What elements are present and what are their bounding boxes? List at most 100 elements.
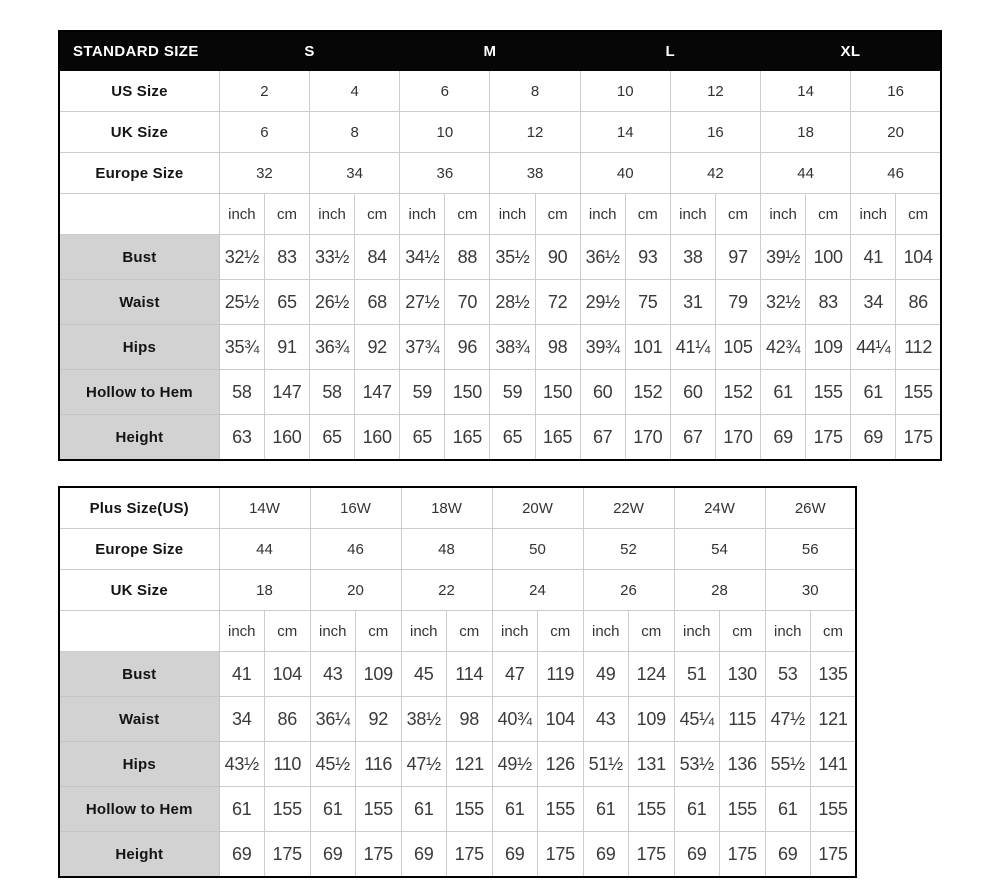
measure-row: Height 69 175 69 175 69 175 69 175 69 175 69 175 69 17… (58, 831, 857, 878)
size-value-cell: 24 (491, 569, 584, 611)
measure-value-cell: 70 (444, 279, 491, 325)
measure-value-cell: 100 (805, 234, 852, 280)
measure-row: Bust 41 104 43 109 45 114 47 119 49 124 51 130 53 135 (58, 651, 857, 697)
measure-value-cell: 69 (218, 831, 265, 878)
size-value-cell: 14 (579, 111, 671, 153)
measure-value-cell: 61 (760, 369, 807, 415)
size-value-cell: 18 (218, 569, 311, 611)
unit-cell: inch (309, 193, 356, 235)
size-row: UK Size 18 20 22 24 26 28 30 (58, 569, 857, 611)
measure-value-cell: 36¾ (309, 324, 356, 370)
measure-value-cell: 155 (805, 369, 852, 415)
measure-value-cell: 67 (669, 414, 716, 461)
measure-value-cell: 114 (446, 651, 493, 697)
measure-value-cell: 49½ (491, 741, 538, 787)
measure-value-cell: 59 (489, 369, 536, 415)
measure-value-cell: 38½ (400, 696, 447, 742)
size-value-cell: 20 (309, 569, 402, 611)
unit-row: inch cm inch cm inch cm inch cm inch cm inch cm inch… (58, 610, 857, 652)
measure-value-cell: 93 (624, 234, 671, 280)
measure-value-cell: 155 (264, 786, 311, 832)
measure-value-cell: 130 (719, 651, 766, 697)
measure-value-cell: 83 (263, 234, 311, 280)
measure-value-cell: 38 (669, 234, 716, 280)
unit-cell: cm (264, 610, 311, 652)
measure-value-cell: 136 (719, 741, 766, 787)
size-value-cell: 18 (760, 111, 852, 153)
measure-value-cell: 34½ (399, 234, 446, 280)
measure-value-cell: 147 (263, 369, 311, 415)
measure-value-cell: 119 (537, 651, 584, 697)
measure-value-cell: 67 (579, 414, 626, 461)
size-value-cell: 28 (673, 569, 766, 611)
measure-value-cell: 43 (582, 696, 629, 742)
measure-value-cell: 60 (669, 369, 716, 415)
measure-value-cell: 165 (444, 414, 491, 461)
measure-value-cell: 84 (354, 234, 401, 280)
measure-value-cell: 79 (714, 279, 762, 325)
measure-value-cell: 65 (309, 414, 356, 461)
size-value-cell: 46 (850, 152, 942, 194)
size-value-cell: 16W (309, 486, 402, 529)
size-value-cell: 26 (582, 569, 675, 611)
measure-value-cell: 51½ (582, 741, 629, 787)
size-row: Europe Size 44 46 48 50 52 54 56 (58, 528, 857, 570)
row-label: Height (58, 831, 220, 878)
measure-row: Hips 35¾ 91 36¾ 92 37¾ 96 38¾ 98 39¾ 101 41¼ 105 42¾ 1… (58, 324, 942, 370)
measure-value-cell: 69 (764, 831, 811, 878)
size-value-cell: 16 (850, 70, 942, 112)
measure-value-cell: 104 (537, 696, 584, 742)
size-value-cell: 56 (764, 528, 857, 570)
measure-value-cell: 75 (624, 279, 671, 325)
measure-row: Hips 43½ 110 45½ 116 47½ 121 49½ 126 51½ 131 53½ 136… (58, 741, 857, 787)
row-label: UK Size (58, 569, 220, 611)
measure-value-cell: 37¾ (399, 324, 446, 370)
measure-value-cell: 29½ (579, 279, 626, 325)
measure-value-cell: 39½ (760, 234, 807, 280)
measure-value-cell: 39¾ (579, 324, 626, 370)
unit-cell: cm (354, 193, 401, 235)
unit-cell: cm (446, 610, 493, 652)
measure-value-cell: 43 (309, 651, 356, 697)
size-value-cell: 54 (673, 528, 766, 570)
size-value-cell: 50 (491, 528, 584, 570)
measure-value-cell: 69 (850, 414, 897, 461)
measure-value-cell: 170 (624, 414, 671, 461)
measure-value-cell: 41 (218, 651, 265, 697)
measure-value-cell: 32½ (760, 279, 807, 325)
measure-value-cell: 155 (446, 786, 493, 832)
size-row: Plus Size(US) 14W 16W 18W 20W 22W 24W 26W (58, 486, 857, 529)
measure-value-cell: 28½ (489, 279, 536, 325)
measure-value-cell: 34 (218, 696, 265, 742)
measure-value-cell: 35½ (489, 234, 536, 280)
measure-value-cell: 69 (491, 831, 538, 878)
measure-value-cell: 63 (218, 414, 265, 461)
measure-value-cell: 88 (444, 234, 491, 280)
size-row: Europe Size 32 34 36 38 40 42 44 46 (58, 152, 942, 194)
row-label: Hollow to Hem (58, 786, 220, 832)
size-value-cell: 20W (491, 486, 584, 529)
row-label: US Size (58, 70, 220, 112)
unit-cell: cm (628, 610, 675, 652)
row-label: Hips (58, 741, 220, 787)
measure-value-cell: 96 (444, 324, 491, 370)
size-value-cell: 30 (764, 569, 857, 611)
measure-value-cell: 160 (354, 414, 401, 461)
measure-value-cell: 65 (263, 279, 311, 325)
size-value-cell: 18W (400, 486, 493, 529)
measure-value-cell: 109 (355, 651, 402, 697)
row-label: Bust (58, 651, 220, 697)
unit-cell: inch (491, 610, 538, 652)
size-value-cell: 44 (760, 152, 852, 194)
unit-cell: inch (399, 193, 446, 235)
measure-value-cell: 61 (400, 786, 447, 832)
unit-cell: cm (444, 193, 491, 235)
row-label: Hollow to Hem (58, 369, 220, 415)
table-title: STANDARD SIZE (58, 30, 220, 71)
size-group-header: M (399, 30, 581, 71)
measure-value-cell: 175 (628, 831, 675, 878)
measure-value-cell: 58 (218, 369, 265, 415)
measure-value-cell: 33½ (309, 234, 356, 280)
measure-value-cell: 175 (810, 831, 857, 878)
measure-value-cell: 69 (582, 831, 629, 878)
